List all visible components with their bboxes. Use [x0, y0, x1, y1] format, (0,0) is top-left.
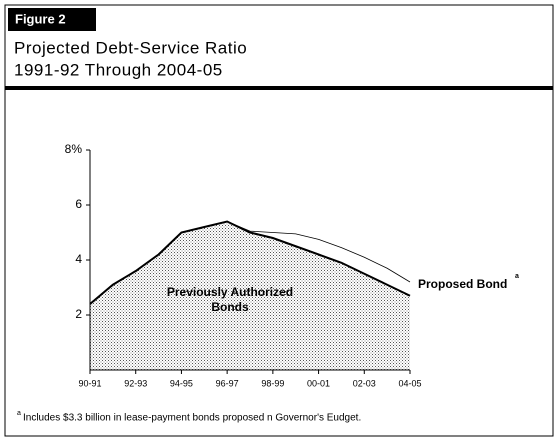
x-tick-label: 90-91	[78, 378, 101, 388]
y-tick-label: 8%	[65, 142, 83, 156]
area-label: Previously Authorized Bonds	[166, 285, 294, 314]
y-tick-label: 4	[75, 252, 82, 266]
x-tick-label: 02-03	[353, 378, 376, 388]
y-tick-label: 2	[75, 307, 82, 321]
figure-label: Figure 2	[15, 11, 66, 26]
title-rule	[5, 86, 553, 90]
x-tick-label: 94-95	[170, 378, 193, 388]
chart-title: Projected Debt-Service Ratio	[14, 38, 247, 57]
y-tick-label: 6	[75, 197, 82, 211]
footnote-marker: a	[17, 410, 21, 417]
footnote: Includes $3.3 billion in lease-payment b…	[23, 413, 361, 424]
x-tick-label: 00-01	[307, 378, 330, 388]
x-tick-label: 92-93	[124, 378, 147, 388]
figure-tab	[8, 8, 96, 31]
legend-label: Proposed Bond	[418, 277, 507, 291]
x-tick-label: 04-05	[398, 378, 421, 388]
x-tick-label: 98-99	[261, 378, 284, 388]
series-line	[89, 221, 411, 305]
legend-note-marker: a	[515, 273, 519, 280]
x-tick-label: 96-97	[216, 378, 239, 388]
chart-subtitle: 1991-92 Through 2004-05	[14, 60, 223, 79]
frame	[4, 4, 554, 437]
